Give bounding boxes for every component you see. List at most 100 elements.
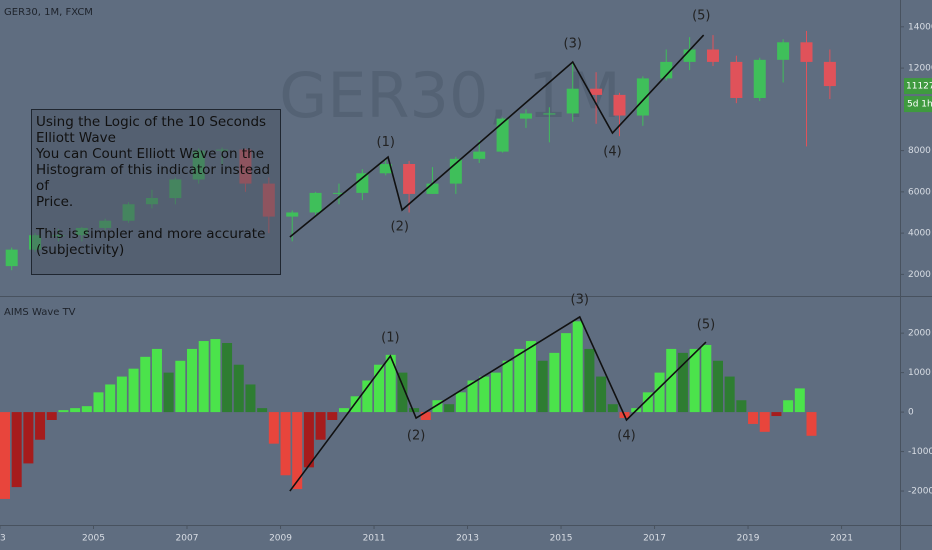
wave-label: (3) (571, 292, 589, 307)
countdown-label: 5d 1h (907, 100, 932, 110)
note-line: This is simpler and more accurate (36, 226, 266, 242)
histogram-bar (783, 400, 794, 413)
histogram-bar (537, 360, 548, 413)
x-tick-label: 2013 (456, 534, 479, 544)
histogram-bar (444, 404, 455, 413)
note-line: Elliott Wave (36, 130, 116, 146)
candle-body (426, 183, 439, 194)
histogram-bar (245, 384, 256, 413)
histogram-bar (338, 408, 349, 413)
x-tick-label: 2017 (643, 534, 666, 544)
histogram-bar (0, 412, 10, 499)
histogram-bar (677, 352, 688, 413)
histogram-bar (596, 376, 607, 413)
candle-body (5, 249, 18, 267)
histogram-bar (46, 412, 57, 420)
histogram-bar (257, 408, 268, 413)
candle-body (379, 164, 392, 174)
note-line: (subjectivity) (36, 242, 125, 258)
histogram-bar (759, 412, 770, 432)
histogram-bar (35, 412, 46, 440)
histogram-bar (210, 339, 221, 413)
wave-label: (1) (377, 135, 395, 150)
histogram-bar (642, 392, 653, 413)
y-tick-label: -2000 (908, 487, 932, 497)
histogram-bar (374, 364, 385, 413)
candle-body (800, 42, 813, 62)
histogram-bar (198, 341, 209, 413)
histogram-bar (58, 410, 69, 413)
note-line: Price. (36, 194, 74, 210)
histogram-bar (409, 408, 420, 413)
histogram-bar (584, 348, 595, 413)
price-tag-label: 11127 (906, 82, 932, 92)
candle-body (660, 61, 673, 79)
note-paragraph: This is simpler and more accurate (subjec… (36, 226, 280, 258)
histogram-bar (163, 372, 174, 413)
histogram-bar (666, 348, 677, 413)
histogram-bar (736, 400, 747, 413)
y-tick-label: 14000 (908, 22, 932, 32)
x-tick-label: 2011 (363, 534, 386, 544)
price-tag (904, 78, 932, 95)
y-tick-label: 2000 (908, 329, 931, 339)
note-line: You can Count Elliott Wave on the (36, 146, 265, 162)
x-tick-label: 2007 (176, 534, 199, 544)
wave-label: (4) (603, 145, 621, 160)
candle-body (403, 164, 416, 194)
x-tick-label: 2019 (737, 534, 760, 544)
histogram-bar (712, 360, 723, 413)
candle-body (286, 212, 299, 217)
histogram-bar (514, 348, 525, 413)
histogram-bar (572, 321, 583, 413)
wave-label: (5) (697, 318, 715, 333)
histogram-bar (350, 396, 361, 413)
candle-body (753, 59, 766, 98)
wave-label: (4) (617, 428, 635, 443)
histogram-bar (116, 376, 127, 413)
histogram-bar (549, 352, 560, 413)
histogram-bar (151, 348, 162, 413)
y-tick-label: 0 (908, 408, 914, 418)
histogram-bar (362, 380, 373, 413)
histogram-bar (701, 344, 712, 413)
histogram-bar (525, 341, 536, 413)
candle-body (356, 173, 369, 193)
histogram-bar (432, 400, 443, 413)
candle-body (309, 192, 322, 213)
y-tick-label: 8000 (908, 146, 931, 156)
histogram-bar (806, 412, 817, 436)
histogram-bar (268, 412, 279, 444)
wave-label: (3) (564, 36, 582, 51)
histogram-bar (654, 372, 665, 413)
x-tick-label: 2009 (269, 534, 292, 544)
x-tick-label: 2021 (830, 534, 853, 544)
indicator-title: AIMS Wave TV (4, 307, 76, 318)
histogram-bar (315, 412, 326, 440)
histogram-bar (70, 408, 81, 413)
note-line: Using the Logic of the 10 Seconds (36, 114, 267, 130)
histogram-bar (128, 368, 139, 413)
candle-body (613, 94, 626, 116)
y-tick-label: 12000 (908, 64, 932, 74)
candle-body (777, 42, 790, 60)
candle-body (590, 88, 603, 95)
histogram-bar (748, 412, 759, 424)
x-tick-label: 2005 (82, 534, 105, 544)
histogram-bar (467, 380, 478, 413)
candle-body (519, 113, 532, 119)
histogram-bar (233, 364, 244, 413)
histogram-bar (292, 412, 303, 490)
histogram-bar (479, 376, 490, 413)
note-paragraph: Using the Logic of the 10 Seconds Elliott… (36, 114, 280, 210)
histogram-bar (303, 412, 314, 468)
histogram-bar (187, 348, 198, 413)
histogram-bar (93, 392, 104, 413)
y-tick-label: -1000 (908, 447, 932, 457)
x-tick-label: 2015 (550, 534, 573, 544)
histogram-bar (280, 412, 291, 476)
candle-body (332, 192, 345, 194)
histogram-bar (140, 356, 151, 413)
